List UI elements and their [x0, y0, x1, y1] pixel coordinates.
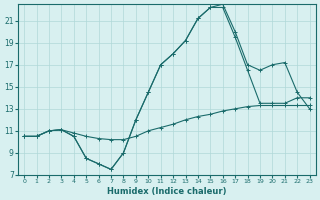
X-axis label: Humidex (Indice chaleur): Humidex (Indice chaleur): [107, 187, 227, 196]
